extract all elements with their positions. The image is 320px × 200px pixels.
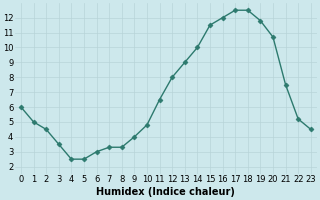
X-axis label: Humidex (Indice chaleur): Humidex (Indice chaleur) bbox=[96, 187, 235, 197]
